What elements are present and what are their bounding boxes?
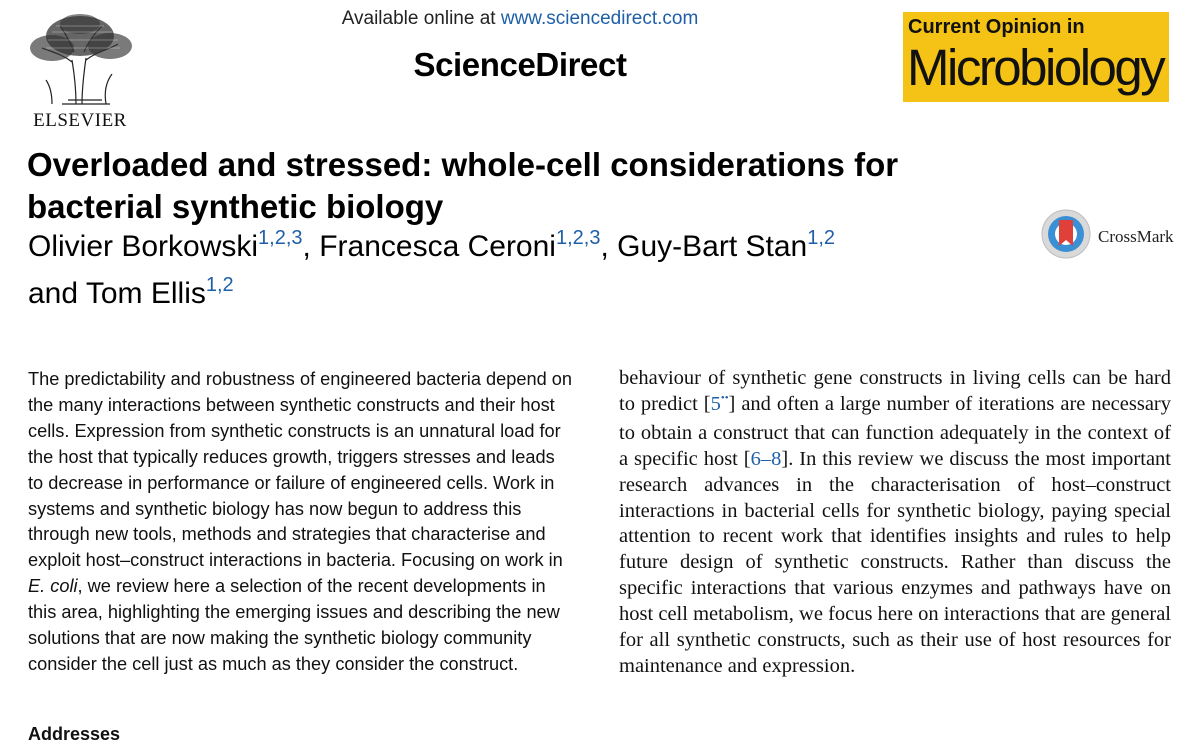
sciencedirect-link[interactable]: www.sciencedirect.com (500, 8, 699, 29)
citation-link[interactable]: 5 (710, 392, 721, 415)
body-part: ]. In this review we discuss the most im… (619, 447, 1171, 677)
addresses-heading: Addresses (28, 724, 121, 744)
citation-link[interactable]: 6–8 (750, 447, 782, 470)
body-part: ] and often a large number of iterations… (619, 392, 1171, 470)
author-affiliation[interactable]: 1,2 (205, 274, 234, 296)
article-title: Overloaded and stressed: whole-cell cons… (27, 146, 899, 225)
body-paragraph: behaviour of synthetic gene constructs i… (619, 366, 1171, 680)
journal-badge[interactable]: Current Opinion in Microbiology (903, 12, 1169, 102)
abstract-text: The predictability and robustness of eng… (28, 367, 573, 678)
citation-importance-mark: •• (720, 391, 729, 404)
abstract-part: The predictability and robustness of eng… (28, 369, 572, 571)
availability-line: Available online at www.sciencedirect.co… (0, 8, 1040, 30)
elsevier-tree-icon (30, 14, 132, 105)
crossmark-icon (1041, 209, 1091, 259)
author-list: Olivier Borkowski1,2,3, Francesca Ceroni… (28, 225, 1028, 319)
publisher-name: ELSEVIER (33, 110, 127, 131)
crossmark-button[interactable]: CrossMark (1040, 208, 1200, 264)
crossmark-label: CrossMark (1098, 227, 1174, 246)
introduction-text: behaviour of synthetic gene constructs i… (619, 366, 1171, 680)
journal-name-line2: Microbiology (907, 39, 1166, 96)
author-name[interactable]: Guy-Bart Stan (617, 230, 808, 263)
abstract-part: , we review here a selection of the rece… (28, 576, 560, 674)
body-part: behaviour of synthetic gene constructs i… (619, 367, 1171, 415)
elsevier-logo[interactable]: ELSEVIER (22, 12, 138, 134)
author-name[interactable]: Olivier Borkowski (28, 230, 259, 263)
platform-name[interactable]: ScienceDirect (413, 46, 627, 83)
journal-name-line1: Current Opinion in (908, 16, 1085, 38)
author-affiliation[interactable]: 1,2 (807, 227, 836, 249)
author-name[interactable]: and Tom Ellis (28, 277, 206, 310)
author-affiliation[interactable]: 1,2,3 (258, 227, 303, 249)
availability-prefix: Available online at (341, 8, 501, 29)
author-affiliation[interactable]: 1,2,3 (555, 227, 601, 249)
author-separator: , (600, 230, 618, 263)
author-name[interactable]: Francesca Ceroni (319, 230, 556, 263)
abstract: The predictability and robustness of eng… (28, 367, 573, 678)
author-separator: , (302, 230, 320, 263)
species-name: E. coli (28, 576, 78, 597)
